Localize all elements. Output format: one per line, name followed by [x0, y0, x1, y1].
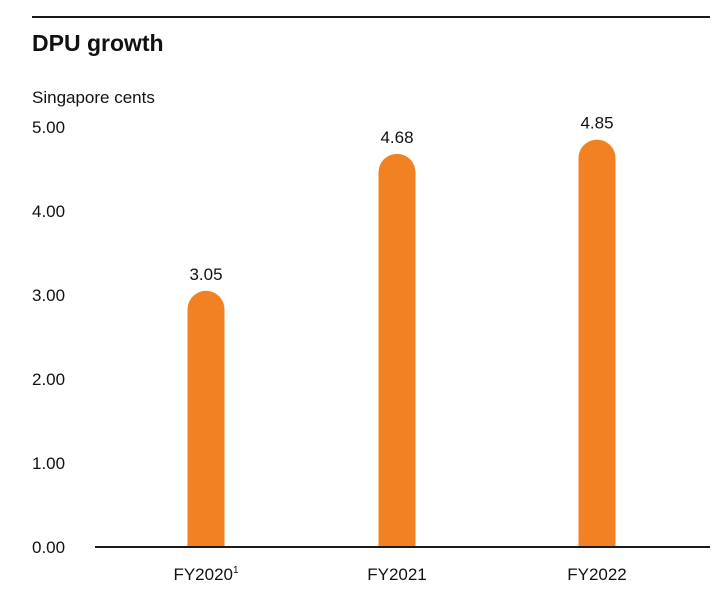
- x-tick-label-text: FY2021: [367, 565, 427, 584]
- y-tick-label: 4.00: [32, 202, 65, 221]
- y-tick-label: 3.00: [32, 286, 65, 305]
- bar-fy2020: [187, 290, 225, 547]
- data-label: 4.68: [380, 128, 413, 147]
- y-tick-label: 1.00: [32, 454, 65, 473]
- bar-fy2021: [378, 153, 416, 548]
- footnote-marker: 1: [233, 565, 239, 576]
- chart-title: DPU growth: [32, 30, 164, 56]
- data-label: 3.05: [189, 265, 222, 284]
- x-tick-label: FY2021: [367, 565, 427, 584]
- top-rule: [32, 16, 710, 18]
- x-tick-label: FY20201: [173, 565, 239, 584]
- y-axis-label: Singapore cents: [32, 88, 155, 107]
- y-tick-label: 0.00: [32, 538, 65, 557]
- data-label: 4.85: [580, 114, 613, 133]
- x-tick-label-text: FY2020: [173, 565, 233, 584]
- x-tick-label: FY2022: [567, 565, 627, 584]
- bar-fy2022: [578, 139, 616, 547]
- x-tick-label-text: FY2022: [567, 565, 627, 584]
- y-tick-label: 5.00: [32, 118, 65, 137]
- y-tick-label: 2.00: [32, 370, 65, 389]
